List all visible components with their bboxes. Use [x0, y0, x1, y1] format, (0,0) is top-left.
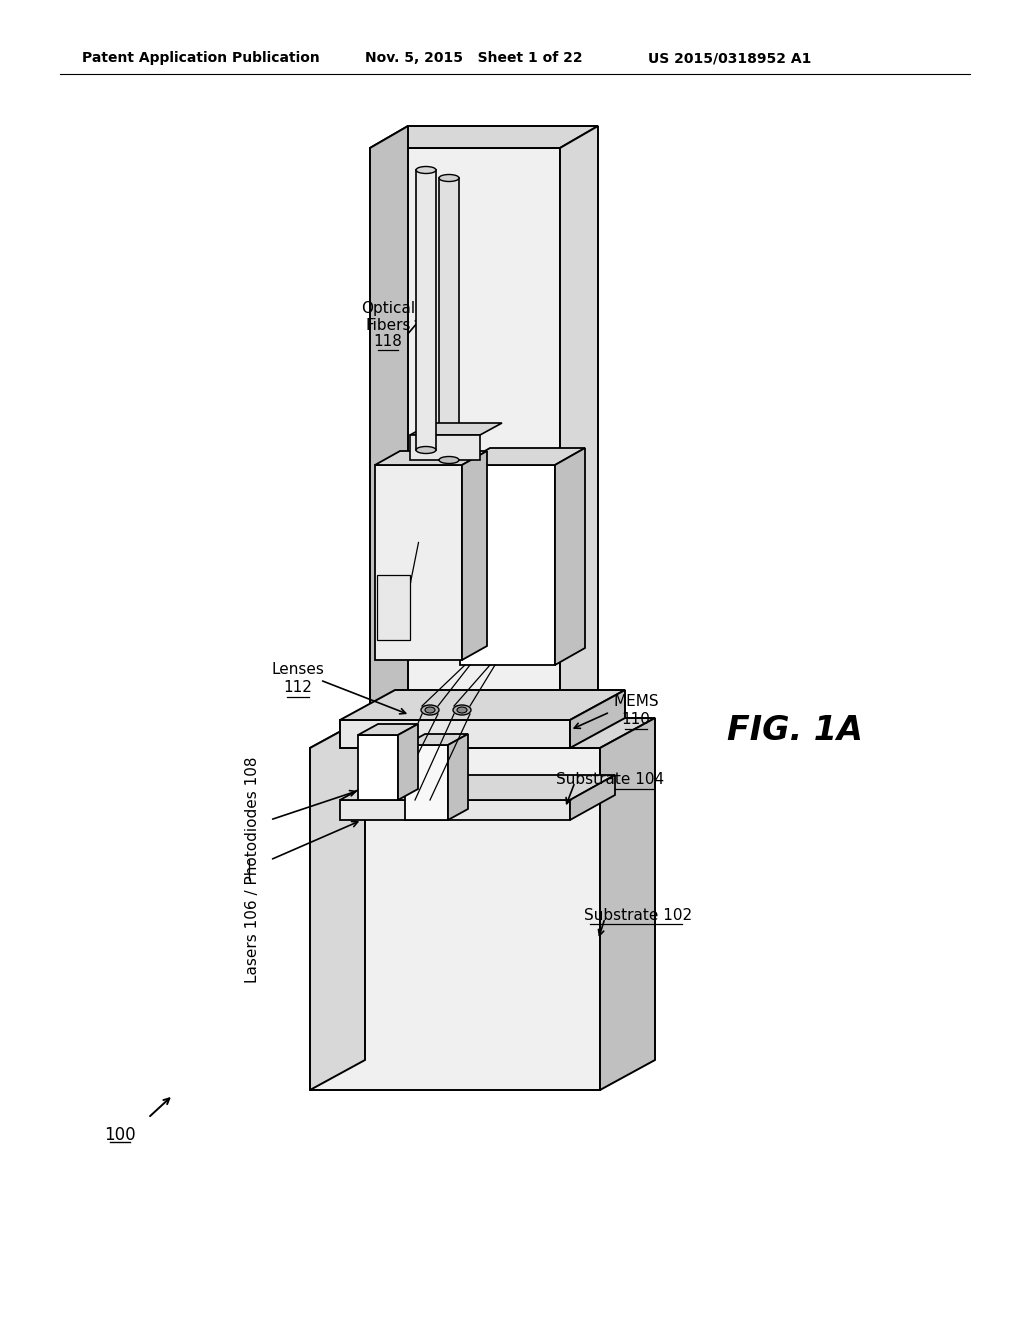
Polygon shape [340, 800, 570, 820]
Text: Nov. 5, 2015   Sheet 1 of 22: Nov. 5, 2015 Sheet 1 of 22 [365, 51, 583, 65]
Text: Substrate 102: Substrate 102 [584, 908, 692, 923]
Text: Lenses: Lenses [271, 663, 325, 677]
Polygon shape [439, 178, 459, 459]
Polygon shape [310, 718, 655, 748]
Polygon shape [406, 734, 468, 744]
Ellipse shape [457, 708, 467, 713]
Polygon shape [398, 723, 418, 800]
Text: 118: 118 [374, 334, 402, 350]
Text: 114: 114 [513, 524, 528, 553]
Text: Patent Application Publication: Patent Application Publication [82, 51, 319, 65]
Ellipse shape [439, 457, 459, 463]
Polygon shape [460, 465, 555, 665]
Text: MEMS: MEMS [613, 694, 658, 710]
Polygon shape [462, 451, 487, 660]
Text: 100: 100 [104, 1126, 136, 1144]
Text: Substrate 104: Substrate 104 [556, 772, 664, 788]
Ellipse shape [425, 708, 435, 713]
Polygon shape [416, 170, 436, 450]
Polygon shape [570, 690, 625, 748]
Text: Lasers 106 / Photodiodes 108: Lasers 106 / Photodiodes 108 [246, 756, 260, 983]
Polygon shape [600, 718, 655, 1090]
Text: 112: 112 [284, 681, 312, 696]
Text: FIG. 1A: FIG. 1A [727, 714, 863, 747]
Polygon shape [449, 734, 468, 820]
Polygon shape [370, 125, 408, 719]
Ellipse shape [453, 705, 471, 715]
Polygon shape [340, 690, 625, 719]
Polygon shape [358, 723, 418, 735]
Polygon shape [358, 735, 398, 800]
Polygon shape [570, 775, 615, 820]
Polygon shape [410, 436, 480, 459]
Polygon shape [406, 744, 449, 820]
Ellipse shape [421, 705, 439, 715]
Polygon shape [460, 447, 585, 465]
Text: 110: 110 [622, 713, 650, 727]
Text: 116: 116 [387, 520, 417, 536]
Text: PLC: PLC [388, 503, 416, 517]
Text: Fibers: Fibers [366, 318, 411, 333]
Polygon shape [340, 775, 615, 800]
Ellipse shape [439, 174, 459, 181]
Polygon shape [555, 447, 585, 665]
Polygon shape [340, 719, 570, 748]
Polygon shape [375, 465, 462, 660]
Polygon shape [377, 576, 410, 640]
Polygon shape [310, 718, 365, 1090]
Text: Substrate: Substrate [498, 500, 512, 576]
Polygon shape [560, 125, 598, 719]
Ellipse shape [416, 446, 436, 454]
Polygon shape [375, 451, 487, 465]
Polygon shape [370, 148, 560, 719]
Polygon shape [410, 422, 502, 436]
Ellipse shape [416, 166, 436, 173]
Polygon shape [310, 748, 600, 1090]
Polygon shape [370, 125, 598, 148]
Text: Optical: Optical [360, 301, 415, 315]
Text: US 2015/0318952 A1: US 2015/0318952 A1 [648, 51, 811, 65]
